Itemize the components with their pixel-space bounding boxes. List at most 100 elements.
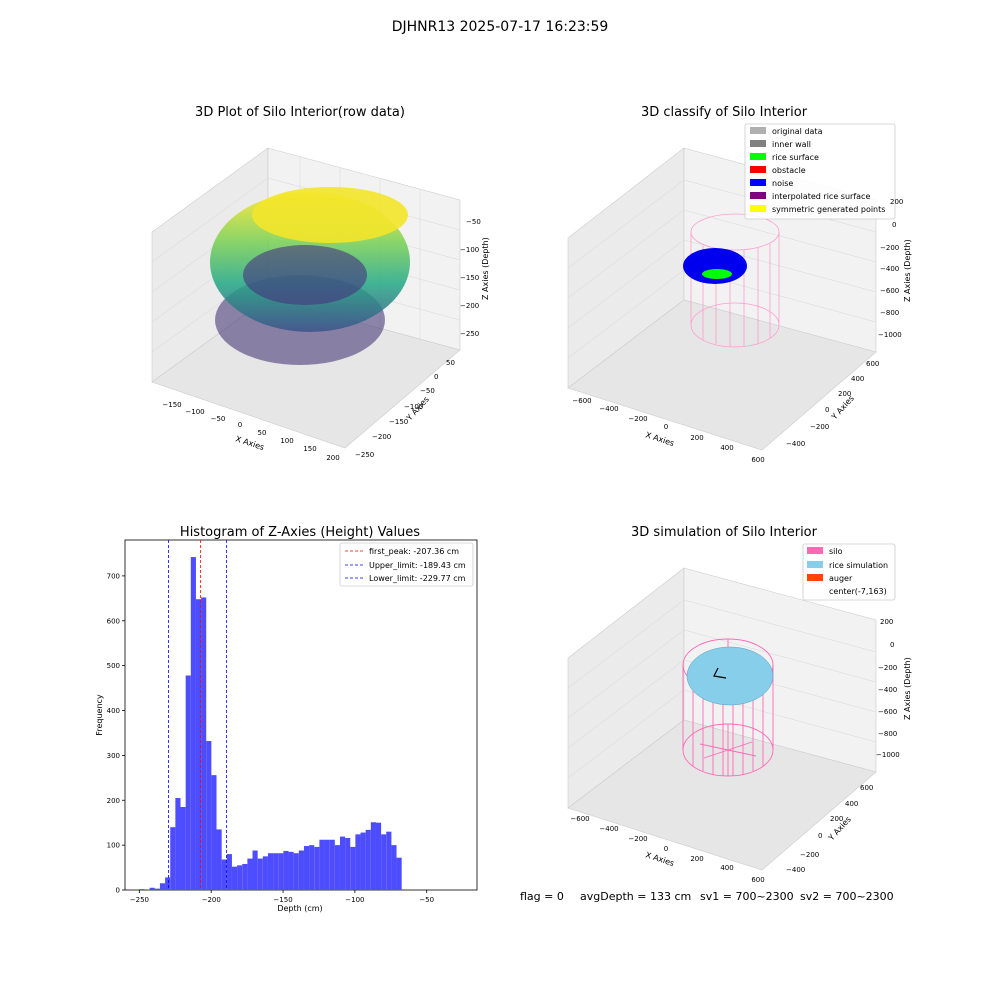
legend-label-first-peak: first_peak: -207.36 cm [369, 547, 459, 556]
status-sv2: sv2 = 700~2300 [800, 890, 894, 903]
histogram-bar [283, 850, 289, 890]
histogram-bar [267, 853, 274, 890]
legend-label-original-data: original data [772, 127, 823, 136]
classify-legend: original data inner wall rice surface ob… [744, 123, 896, 220]
svg-text:0: 0 [818, 832, 822, 840]
simulation-auger-marker [713, 667, 727, 679]
raw-cloud-rim [252, 187, 408, 243]
histogram-bar [319, 839, 325, 890]
histogram-bar [252, 850, 258, 890]
svg-text:200: 200 [690, 855, 703, 863]
svg-text:−100: −100 [185, 408, 204, 416]
classify-panel: 3D classify of Silo Interior original da… [567, 105, 912, 464]
svg-text:−400: −400 [878, 686, 897, 694]
raw-cloud-inner [243, 245, 367, 305]
histogram-bar [262, 856, 268, 890]
svg-text:−250: −250 [355, 451, 374, 459]
legend-swatch-original-data [750, 127, 766, 134]
legend-label-interpolated: interpolated rice surface [772, 192, 870, 201]
svg-text:0: 0 [892, 221, 896, 229]
histogram-bar [237, 865, 243, 890]
y-tick-label: 400 [107, 707, 120, 715]
histogram-legend: first_peak: -207.36 cm Upper_limit: -189… [339, 542, 474, 587]
svg-text:−50: −50 [420, 387, 435, 395]
classify-axis-ticks-z: 200 0 −200 −400 −600 −800 −1000 [878, 198, 903, 339]
histogram-bar [334, 845, 340, 890]
classify-ylabel: Y Axies [829, 394, 856, 422]
histogram-x-ticks: −250 −200 −150 −100 −50 [130, 890, 434, 904]
histogram-bar [370, 822, 376, 890]
legend-label-lower-limit: Lower_limit: -229.77 cm [369, 574, 466, 583]
svg-text:0: 0 [664, 423, 668, 431]
raw-axis-ticks-z: −50 −100 −150 −200 −250 [460, 218, 481, 338]
svg-text:−200: −200 [628, 835, 647, 843]
histogram-bar [221, 859, 227, 890]
svg-text:0: 0 [434, 373, 438, 381]
svg-text:−200: −200 [880, 244, 899, 252]
legend-swatch-rice-surface [750, 153, 766, 160]
classify-panel-title: 3D classify of Silo Interior [641, 105, 808, 120]
histogram-bar [278, 853, 284, 890]
classify-zlabel: Z Axies (Depth) [903, 239, 912, 302]
y-tick-label: 0 [116, 887, 120, 895]
status-avg-depth: avgDepth = 133 cm [580, 890, 691, 903]
legend-label-noise: noise [772, 179, 793, 188]
svg-text:50: 50 [446, 359, 455, 367]
histogram-y-ticks: 0 100 200 300 400 500 600 700 [107, 572, 125, 895]
raw-panel-title: 3D Plot of Silo Interior(row data) [195, 105, 405, 120]
histogram-bar [375, 822, 382, 890]
simulation-axis-ticks-z: 200 0 −200 −400 −600 −800 −1000 [876, 618, 900, 759]
classify-xlabel: X Axies [644, 430, 675, 448]
histogram-bar [231, 866, 238, 890]
histogram-bar [201, 597, 207, 890]
histogram-bar [257, 858, 263, 890]
x-tick-label: −250 [130, 896, 149, 904]
svg-text:150: 150 [303, 445, 316, 453]
svg-text:−400: −400 [599, 825, 618, 833]
simulation-legend: silo rice simulation auger center(-7,163… [802, 543, 896, 601]
svg-text:−150: −150 [389, 418, 408, 426]
svg-text:−1000: −1000 [876, 751, 900, 759]
histogram-bar [139, 889, 145, 890]
svg-text:600: 600 [860, 784, 873, 792]
svg-text:−1000: −1000 [878, 331, 902, 339]
simulation-zlabel: Z Axies (Depth) [903, 657, 912, 720]
histogram-bar [288, 851, 294, 890]
status-sv1: sv1 = 700~2300 [700, 890, 794, 903]
svg-text:−200: −200 [628, 415, 647, 423]
svg-text:−50: −50 [211, 415, 226, 423]
svg-text:−800: −800 [880, 309, 899, 317]
histogram-bar [211, 775, 217, 890]
x-tick-label: −150 [273, 896, 292, 904]
histogram-bar [195, 599, 202, 890]
histogram-bar [314, 846, 320, 890]
svg-text:600: 600 [751, 876, 764, 884]
svg-text:−200: −200 [372, 433, 391, 441]
classify-floor-pane [567, 299, 877, 451]
simulation-floor-pane [567, 719, 877, 871]
histogram-ylabel: Frequency [95, 694, 104, 736]
histogram-bar [247, 858, 253, 890]
svg-text:200: 200 [830, 815, 843, 823]
histogram-bar [339, 836, 346, 890]
histogram-bar [365, 829, 371, 890]
svg-text:−400: −400 [786, 866, 805, 874]
histogram-bar [149, 887, 155, 890]
svg-text:100: 100 [280, 437, 293, 445]
legend-swatch-obstacle [750, 166, 766, 173]
svg-text:−600: −600 [878, 708, 897, 716]
raw-data-panel: 3D Plot of Silo Interior(row data) −150 … [151, 105, 490, 462]
legend-label-inner-wall: inner wall [772, 140, 811, 149]
svg-text:−400: −400 [880, 265, 899, 273]
histogram-bar [216, 829, 222, 890]
svg-text:−600: −600 [572, 397, 591, 405]
histogram-bar [190, 557, 196, 890]
histogram-bar [329, 839, 335, 890]
simulation-panel: 3D simulation of Silo Interior [567, 525, 912, 884]
histogram-reference-lines [168, 540, 227, 890]
histogram-bar [345, 837, 351, 890]
legend-label-center: center(-7,163) [829, 587, 887, 596]
status-line: flag = 0 avgDepth = 133 cm sv1 = 700~230… [520, 890, 894, 903]
legend-label-rice-surface: rice surface [772, 153, 819, 162]
svg-text:−600: −600 [570, 815, 589, 823]
